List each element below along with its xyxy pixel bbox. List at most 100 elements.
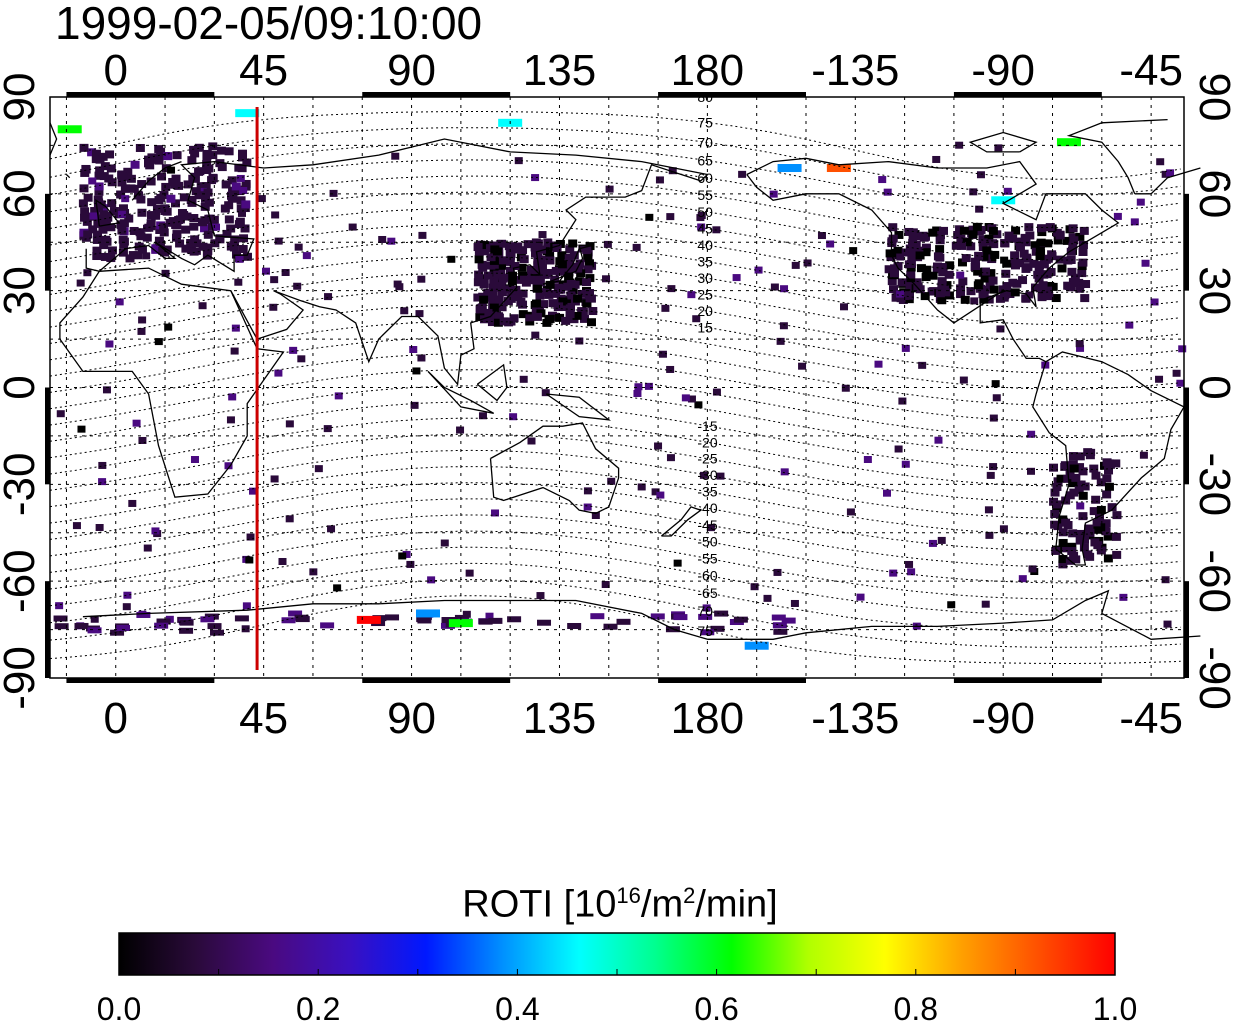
roti-pixel — [241, 625, 250, 633]
frame-bar — [66, 92, 215, 97]
roti-pixel — [883, 188, 892, 196]
roti-highlight-pixel — [991, 196, 1016, 205]
roti-highlight-pixel — [777, 164, 802, 173]
roti-pixel — [474, 270, 484, 279]
roti-pixel — [189, 214, 199, 223]
roti-pixel — [509, 413, 518, 421]
roti-pixel — [978, 290, 988, 299]
roti-pixel — [891, 248, 901, 257]
contour-label: 60 — [697, 170, 713, 186]
lon-tick-label-bottom: 180 — [671, 694, 744, 743]
roti-pixel — [80, 207, 90, 216]
roti-pixel — [532, 276, 542, 285]
roti-pixel — [565, 310, 575, 319]
roti-pixel — [1085, 528, 1095, 537]
roti-pixel — [901, 460, 910, 468]
roti-pixel — [130, 160, 140, 169]
roti-pixel — [564, 260, 574, 269]
roti-pixel — [378, 235, 387, 243]
roti-pixel — [133, 251, 143, 260]
roti-pixel — [1078, 240, 1088, 249]
roti-pixel — [1014, 237, 1024, 246]
roti-pixel — [889, 269, 899, 278]
colorbar-tick-label: 0.6 — [694, 991, 738, 1024]
roti-pixel — [82, 217, 92, 226]
roti-pixel — [921, 273, 931, 282]
roti-pixel — [1018, 276, 1028, 285]
roti-pixel — [545, 256, 555, 265]
roti-pixel — [94, 171, 104, 180]
roti-pixel — [990, 250, 1000, 259]
contour-label: -55 — [697, 550, 717, 566]
roti-pixel — [208, 173, 218, 182]
roti-pixel — [507, 277, 517, 286]
roti-pixel — [387, 237, 396, 245]
mlat-contour — [49, 304, 1181, 374]
roti-pixel — [960, 295, 970, 304]
roti-pixel — [278, 557, 287, 565]
roti-pixel — [1101, 519, 1111, 528]
roti-pixel — [1030, 241, 1040, 250]
roti-pixel — [230, 347, 239, 355]
roti-pixel — [174, 215, 184, 224]
roti-pixel — [417, 617, 432, 624]
roti-pixel — [137, 180, 147, 189]
roti-pixel — [957, 241, 967, 250]
coastline — [131, 160, 182, 201]
roti-pixel — [1103, 532, 1113, 541]
roti-pixel — [932, 155, 941, 163]
roti-pixel — [159, 222, 169, 231]
roti-pixel — [1068, 224, 1078, 233]
roti-pixel — [136, 195, 146, 204]
roti-pixel — [994, 144, 1003, 152]
roti-pixel — [583, 487, 592, 495]
roti-pixel — [935, 289, 945, 298]
roti-pixel — [697, 223, 706, 231]
axis-labels: 0 45 90 135 180 -135 -90 -450 45 90 135 180 -135 -90-… — [0, 46, 1239, 743]
coastline — [968, 131, 1038, 153]
roti-pixel — [1050, 520, 1060, 529]
roti-pixel — [324, 293, 333, 301]
roti-pixel — [146, 219, 156, 228]
roti-pixel — [565, 304, 575, 313]
roti-pixel — [400, 307, 409, 315]
roti-pixel — [479, 280, 489, 289]
roti-pixel — [970, 257, 980, 266]
roti-pixel — [154, 156, 164, 165]
roti-pixel — [633, 390, 642, 398]
roti-pixel — [846, 508, 855, 516]
roti-pixel — [1155, 375, 1164, 383]
roti-pixel — [913, 282, 923, 291]
roti-pixel — [418, 231, 427, 239]
roti-pixel — [539, 300, 549, 309]
roti-pixel — [79, 184, 89, 193]
roti-pixel — [320, 622, 335, 629]
roti-pixel — [494, 295, 504, 304]
roti-pixel — [1034, 266, 1044, 275]
roti-pixel — [90, 615, 99, 623]
roti-pixel — [1067, 267, 1077, 276]
mlat-contour — [49, 175, 1181, 245]
roti-pixel — [1069, 236, 1079, 245]
mlat-contour — [49, 530, 1181, 600]
roti-pixel — [118, 248, 128, 257]
roti-pixel — [1065, 491, 1075, 500]
roti-pixel — [915, 251, 925, 260]
roti-pixel — [493, 270, 503, 279]
roti-pixel — [1089, 464, 1099, 473]
roti-pixel — [540, 288, 550, 297]
roti-pixel — [1010, 251, 1020, 260]
roti-pixel — [124, 214, 134, 223]
roti-highlight-pixel — [744, 641, 769, 650]
roti-pixel — [493, 282, 503, 291]
roti-pixel — [168, 177, 178, 186]
roti-pixel — [632, 243, 641, 251]
roti-pixel — [966, 287, 976, 296]
roti-pixel — [733, 616, 748, 623]
roti-pixel — [583, 252, 593, 261]
roti-pixel — [526, 265, 536, 274]
roti-pixel — [473, 293, 483, 302]
roti-pixel — [212, 223, 221, 231]
roti-pixel — [398, 552, 407, 560]
roti-pixel — [1068, 479, 1078, 488]
